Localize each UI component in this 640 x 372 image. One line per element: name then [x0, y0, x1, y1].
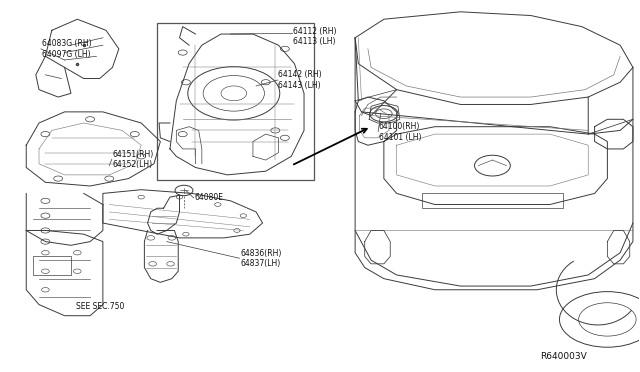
Bar	[422, 193, 563, 208]
Text: SEE SEC.750: SEE SEC.750	[76, 302, 124, 311]
Text: 64142 (RH): 64142 (RH)	[278, 70, 322, 79]
Text: 64083G (RH): 64083G (RH)	[42, 39, 92, 48]
Bar	[33, 256, 71, 275]
Text: 64080E: 64080E	[194, 193, 223, 202]
Text: 64112 (RH): 64112 (RH)	[293, 26, 337, 36]
Text: 64097G (LH): 64097G (LH)	[42, 50, 91, 59]
Text: 64101 (LH): 64101 (LH)	[379, 132, 421, 142]
Text: 64113 (LH): 64113 (LH)	[293, 37, 335, 46]
Text: 64837(LH): 64837(LH)	[240, 259, 280, 268]
Text: R640003V: R640003V	[540, 352, 587, 361]
Text: 64152(LH): 64152(LH)	[113, 160, 152, 169]
Text: 64100(RH): 64100(RH)	[379, 122, 420, 131]
Text: 64143 (LH): 64143 (LH)	[278, 81, 321, 90]
Text: 64151(RH): 64151(RH)	[113, 150, 154, 159]
Bar	[157, 23, 314, 180]
Text: 64836(RH): 64836(RH)	[240, 249, 282, 258]
